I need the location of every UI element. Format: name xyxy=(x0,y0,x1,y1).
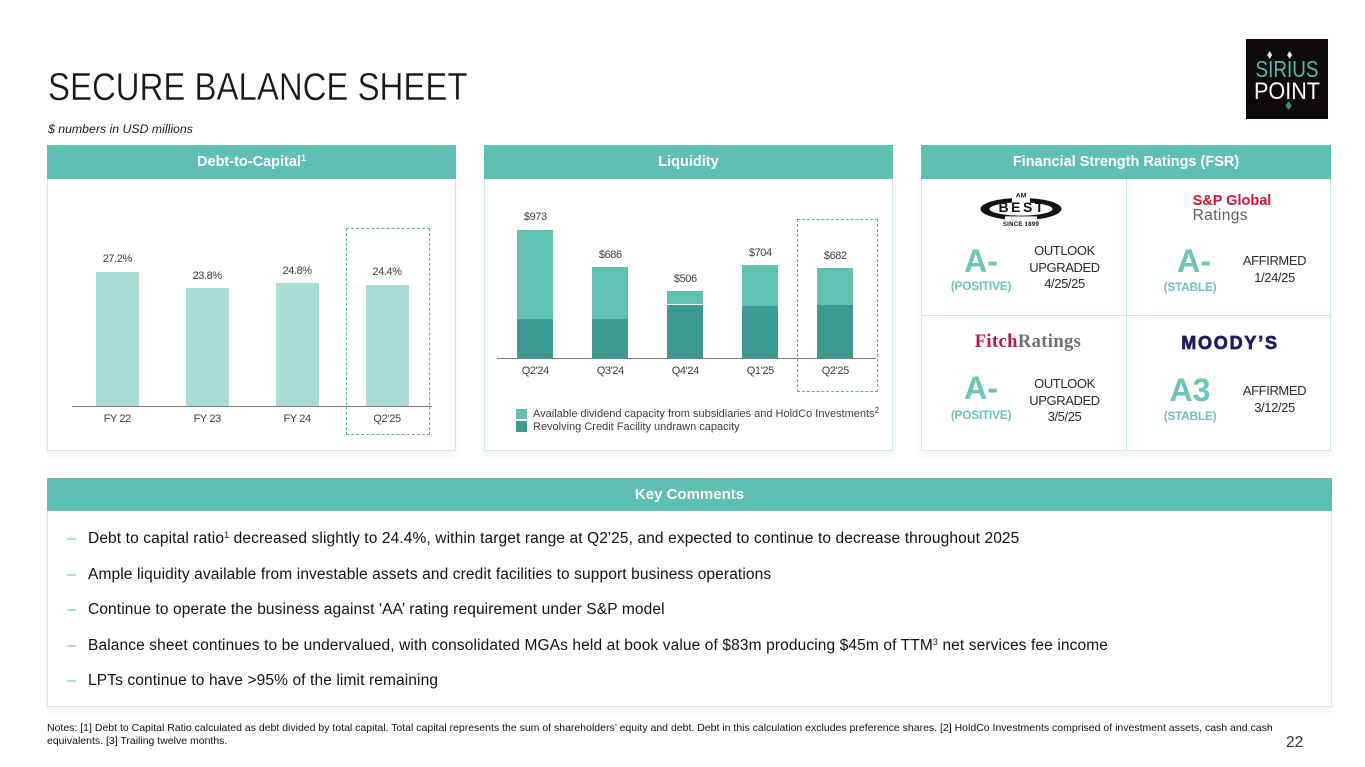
svg-text:SINCE 1899: SINCE 1899 xyxy=(1003,222,1040,228)
svg-text:SIRIUS: SIRIUS xyxy=(1256,56,1319,82)
svg-text:AM: AM xyxy=(1016,192,1027,199)
svg-text:POINT: POINT xyxy=(1254,78,1320,105)
